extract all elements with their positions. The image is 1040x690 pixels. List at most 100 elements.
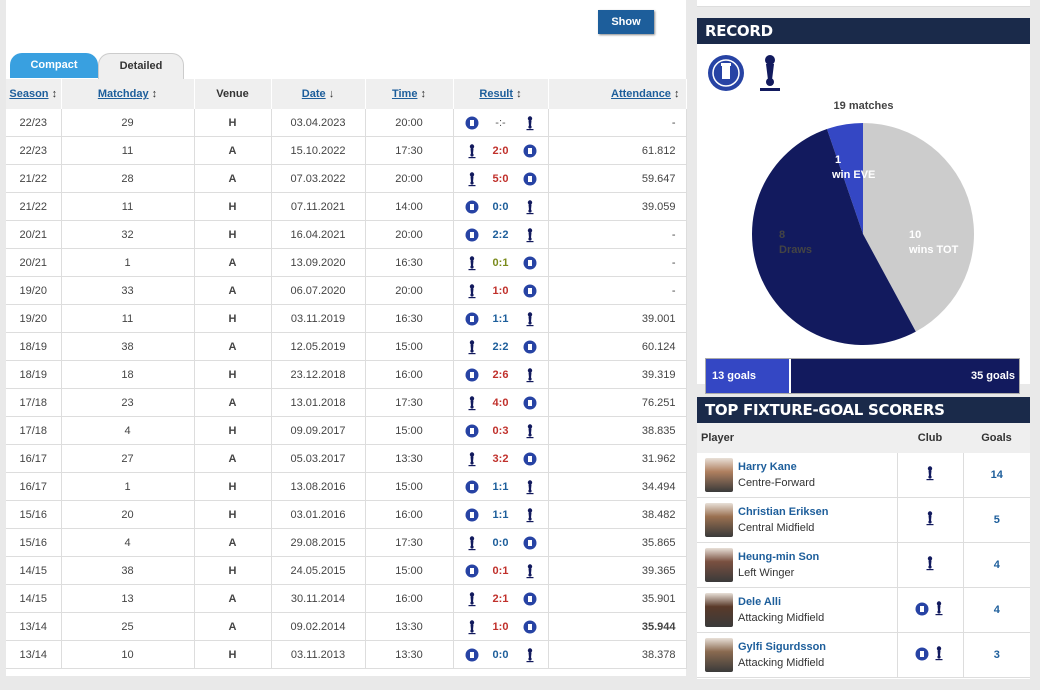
tottenham-crest-icon[interactable]: [465, 171, 479, 186]
table-row[interactable]: 14/15 13 A 30.11.2014 16:00 2:1 35.901: [6, 584, 687, 613]
table-row[interactable]: 13/14 25 A 09.02.2014 13:30 1:0 35.944: [6, 612, 687, 641]
scorer-row[interactable]: Gylfi Sigurdsson Attacking Midfield 3: [697, 632, 1030, 678]
tottenham-crest-icon[interactable]: [465, 143, 479, 158]
tottenham-crest-icon[interactable]: [465, 619, 479, 634]
tottenham-crest-icon[interactable]: [923, 556, 937, 571]
everton-crest-icon[interactable]: [523, 144, 537, 158]
tottenham-crest-icon[interactable]: [523, 227, 537, 242]
everton-crest-icon[interactable]: [465, 648, 479, 662]
table-row[interactable]: 21/22 28 A 07.03.2022 20:00 5:0 59.647: [6, 164, 687, 193]
everton-crest-icon[interactable]: [523, 592, 537, 606]
scorer-row[interactable]: Dele Alli Attacking Midfield 4: [697, 587, 1030, 633]
score-link[interactable]: 2:6: [492, 368, 509, 381]
everton-crest-icon[interactable]: [465, 508, 479, 522]
table-row[interactable]: 22/23 29 H 03.04.2023 20:00 -:- -: [6, 109, 687, 137]
tottenham-crest-icon[interactable]: [465, 255, 479, 270]
score-link[interactable]: 2:2: [492, 228, 509, 241]
table-row[interactable]: 21/22 11 H 07.11.2021 14:00 0:0 39.059: [6, 192, 687, 221]
tottenham-crest-icon[interactable]: [523, 563, 537, 578]
table-row[interactable]: 19/20 33 A 06.07.2020 20:00 1:0 -: [6, 276, 687, 305]
tottenham-crest-icon[interactable]: [465, 591, 479, 606]
score-link[interactable]: 1:1: [492, 508, 509, 521]
tottenham-crest-icon[interactable]: [465, 535, 479, 550]
pie-slice-win-eve[interactable]: [826, 123, 863, 234]
score-link[interactable]: 1:1: [492, 480, 509, 493]
score-link[interactable]: 2:2: [492, 340, 509, 353]
tottenham-crest-icon[interactable]: [932, 601, 946, 616]
pie-slice-wins-tot[interactable]: [752, 129, 916, 345]
everton-crest-icon[interactable]: [523, 396, 537, 410]
header-result-link[interactable]: Result: [479, 88, 514, 100]
tottenham-crest-icon[interactable]: [523, 507, 537, 522]
header-matchday-link[interactable]: Matchday: [97, 88, 149, 100]
score-link[interactable]: 5:0: [492, 172, 509, 185]
tab-compact[interactable]: Compact: [10, 53, 98, 78]
score-link[interactable]: 0:0: [492, 536, 509, 549]
tottenham-crest-icon[interactable]: [465, 283, 479, 298]
everton-crest-icon[interactable]: [465, 116, 479, 130]
table-row[interactable]: 15/16 20 H 03.01.2016 16:00 1:1 38.482: [6, 500, 687, 529]
score-link[interactable]: 0:0: [492, 200, 509, 213]
table-row[interactable]: 20/21 32 H 16.04.2021 20:00 2:2 -: [6, 220, 687, 249]
score-link[interactable]: 2:0: [492, 144, 509, 157]
score-link[interactable]: 1:0: [492, 620, 509, 633]
everton-crest-icon[interactable]: [465, 480, 479, 494]
table-row[interactable]: 18/19 18 H 23.12.2018 16:00 2:6 39.319: [6, 360, 687, 389]
show-button[interactable]: Show: [598, 10, 654, 34]
score-link[interactable]: 0:3: [492, 424, 509, 437]
scorer-row[interactable]: Christian Eriksen Central Midfield 5: [697, 497, 1030, 543]
everton-crest-icon[interactable]: [915, 602, 929, 616]
score-link[interactable]: 0:0: [492, 648, 509, 661]
scorer-row[interactable]: Heung-min Son Left Winger 4: [697, 542, 1030, 588]
everton-crest-icon[interactable]: [523, 172, 537, 186]
score-link[interactable]: 0:1: [492, 256, 509, 269]
everton-crest-icon[interactable]: [465, 368, 479, 382]
player-photo[interactable]: [705, 548, 733, 582]
score-link[interactable]: 3:2: [492, 452, 509, 465]
tottenham-crest-icon[interactable]: [465, 451, 479, 466]
everton-crest-icon[interactable]: [523, 284, 537, 298]
everton-crest-icon[interactable]: [523, 620, 537, 634]
table-row[interactable]: 18/19 38 A 12.05.2019 15:00 2:2 60.124: [6, 332, 687, 361]
table-row[interactable]: 13/14 10 H 03.11.2013 13:30 0:0 38.378: [6, 640, 687, 669]
table-row[interactable]: 16/17 1 H 13.08.2016 15:00 1:1 34.494: [6, 472, 687, 501]
everton-crest-large[interactable]: [707, 54, 745, 95]
header-time-link[interactable]: Time: [391, 88, 418, 100]
table-row[interactable]: 22/23 11 A 15.10.2022 17:30 2:0 61.812: [6, 136, 687, 165]
everton-crest-icon[interactable]: [465, 424, 479, 438]
score-link[interactable]: 1:0: [492, 284, 509, 297]
player-photo[interactable]: [705, 503, 733, 537]
tottenham-crest-icon[interactable]: [932, 646, 946, 661]
score-link[interactable]: 1:1: [492, 312, 509, 325]
player-name-link[interactable]: Dele Alli: [738, 596, 781, 608]
header-matchday[interactable]: Matchday ↕: [61, 79, 195, 109]
table-row[interactable]: 16/17 27 A 05.03.2017 13:30 3:2 31.962: [6, 444, 687, 473]
tottenham-crest-icon[interactable]: [523, 199, 537, 214]
table-row[interactable]: 17/18 4 H 09.09.2017 15:00 0:3 38.835: [6, 416, 687, 445]
sort-icon[interactable]: ↕: [516, 88, 522, 100]
table-row[interactable]: 17/18 23 A 13.01.2018 17:30 4:0 76.251: [6, 388, 687, 417]
header-date-link[interactable]: Date: [301, 88, 326, 100]
sort-icon[interactable]: ↕: [51, 88, 58, 100]
goals-link[interactable]: 4: [993, 604, 1000, 616]
table-row[interactable]: 14/15 38 H 24.05.2015 15:00 0:1 39.365: [6, 556, 687, 585]
everton-crest-icon[interactable]: [523, 536, 537, 550]
everton-crest-icon[interactable]: [465, 200, 479, 214]
sort-icon[interactable]: ↕: [151, 88, 158, 100]
goals-link[interactable]: 14: [990, 469, 1003, 481]
everton-crest-icon[interactable]: [465, 228, 479, 242]
player-photo[interactable]: [705, 638, 733, 672]
tottenham-crest-icon[interactable]: [523, 479, 537, 494]
player-name-link[interactable]: Gylfi Sigurdsson: [738, 641, 827, 653]
tottenham-crest-icon[interactable]: [923, 511, 937, 526]
goals-link[interactable]: 4: [993, 559, 1000, 571]
score-link[interactable]: 4:0: [492, 396, 509, 409]
tottenham-crest-large[interactable]: [756, 52, 784, 97]
header-attendance-link[interactable]: Attendance: [611, 88, 671, 100]
everton-crest-icon[interactable]: [523, 340, 537, 354]
player-photo[interactable]: [705, 458, 733, 492]
everton-crest-icon[interactable]: [523, 256, 537, 270]
tottenham-crest-icon[interactable]: [465, 339, 479, 354]
player-name-link[interactable]: Christian Eriksen: [738, 506, 829, 518]
everton-crest-icon[interactable]: [465, 564, 479, 578]
